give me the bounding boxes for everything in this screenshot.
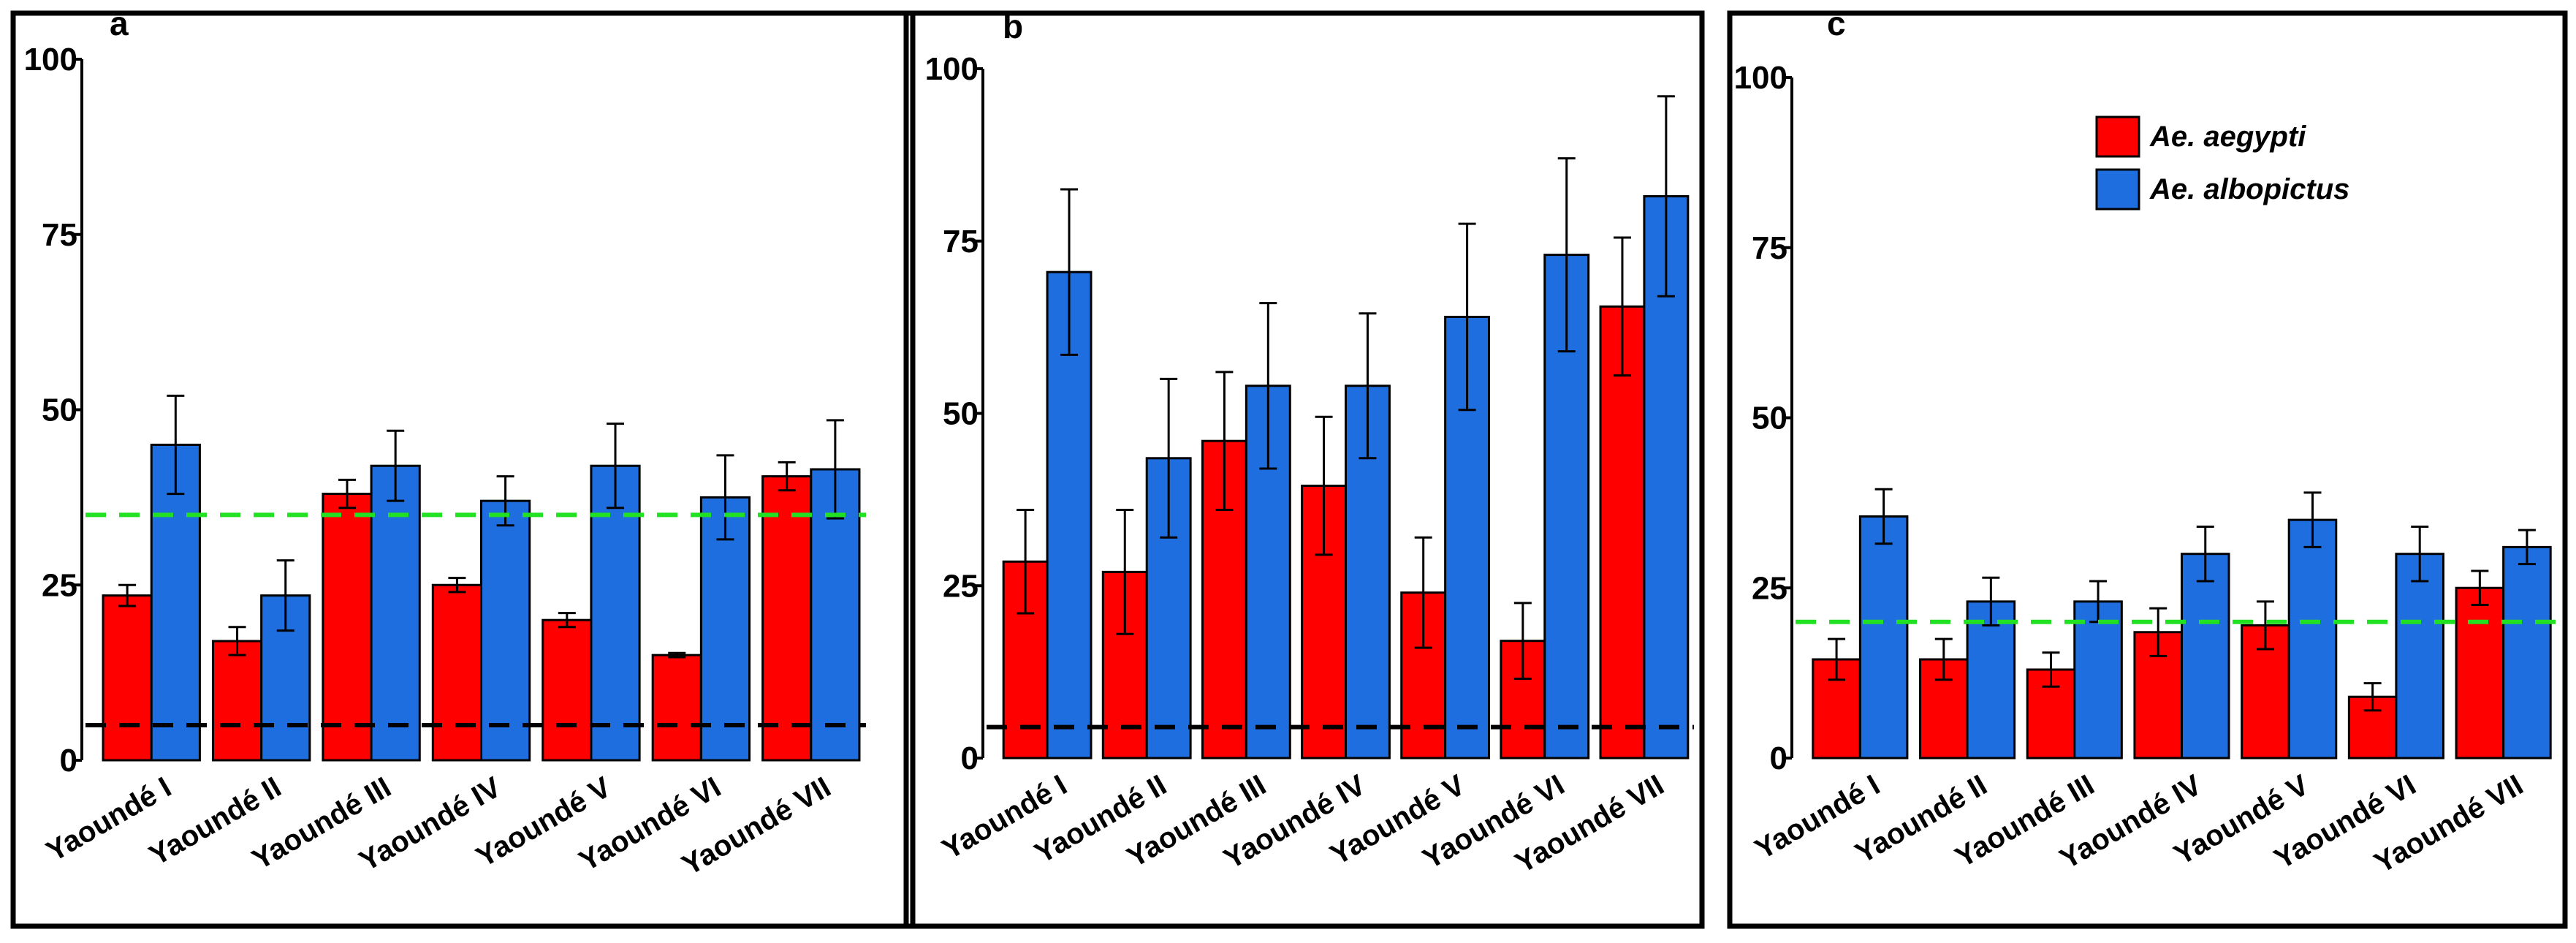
bar	[590, 464, 641, 762]
y-tick-label: 50	[943, 396, 979, 432]
bar	[1966, 600, 2016, 760]
bar	[2073, 600, 2123, 760]
y-tick-label: 50	[42, 393, 77, 428]
y-tick-label: 100	[24, 42, 77, 77]
bar	[102, 594, 153, 762]
panel-label: b	[1003, 7, 1023, 45]
legend-swatch	[2095, 168, 2140, 211]
y-tick-label: 0	[961, 741, 979, 776]
y-tick-label: 75	[1752, 230, 1787, 266]
legend-label: Ae. albopictus	[2149, 173, 2349, 205]
y-tick-label: 100	[1734, 60, 1787, 96]
bar	[2181, 553, 2230, 760]
panel-label: a	[110, 4, 129, 42]
bar	[542, 618, 593, 762]
y-tick-label: 50	[1752, 401, 1787, 436]
y-tick-label: 25	[943, 568, 979, 604]
panel-frame	[1727, 10, 2568, 929]
y-tick-label: 25	[1752, 570, 1787, 606]
panel-frame	[903, 10, 1705, 929]
bar	[2502, 545, 2552, 760]
bar	[2347, 695, 2398, 760]
y-tick-label: 75	[42, 217, 77, 253]
bar	[322, 493, 373, 762]
bar	[699, 496, 751, 762]
bar	[150, 443, 201, 762]
bar	[761, 475, 813, 762]
bar	[1858, 515, 1909, 760]
y-tick-label: 0	[1770, 741, 1787, 776]
bar	[2455, 586, 2505, 760]
bar	[2395, 553, 2444, 760]
bar	[2287, 518, 2338, 760]
bar	[431, 583, 482, 762]
y-tick-label: 25	[42, 567, 77, 603]
y-tick-label: 75	[943, 224, 979, 260]
y-tick-label: 0	[60, 743, 77, 779]
bar	[370, 464, 421, 762]
y-tick-label: 100	[925, 51, 979, 87]
bar	[651, 654, 702, 762]
panel-label: c	[1827, 4, 1846, 42]
legend-label: Ae. aegypti	[2149, 121, 2306, 153]
bar	[211, 640, 263, 762]
legend-swatch	[2095, 115, 2140, 158]
bar	[1345, 385, 1391, 760]
panel-frame	[10, 10, 916, 929]
bar	[480, 499, 531, 762]
